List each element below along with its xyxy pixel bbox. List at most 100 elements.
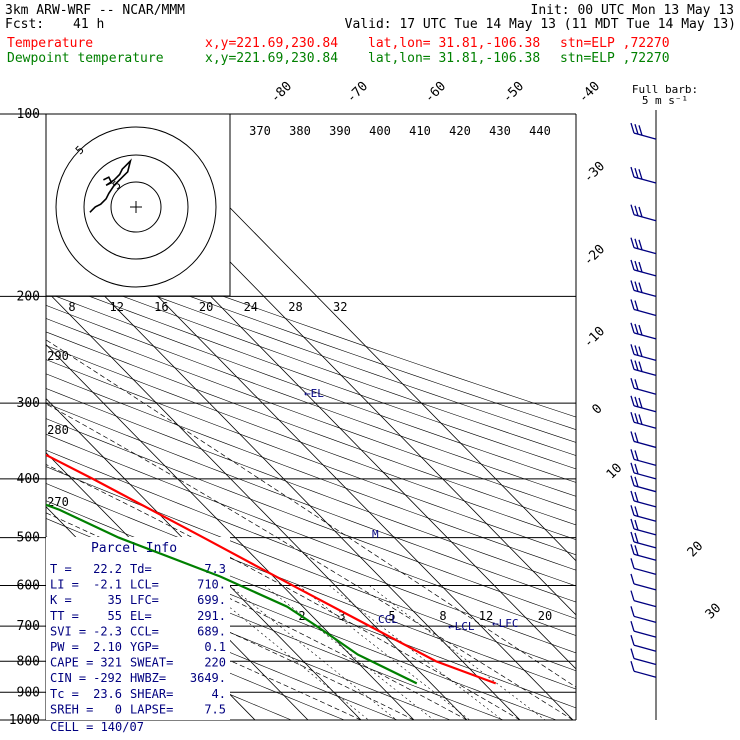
theta-e-label: 410	[409, 124, 431, 138]
dry-adiabat	[46, 594, 345, 720]
dry-adiabat	[46, 345, 576, 541]
wind-barb-staff	[633, 670, 657, 678]
isotherm-label: 0	[589, 401, 605, 417]
parcel-row-label2: LAPSE=	[130, 702, 173, 716]
legend-temperature-latlon: lat,lon= 31.81,-106.38	[368, 36, 541, 51]
wind-barb	[630, 280, 657, 298]
wind-barb-flag	[630, 462, 635, 474]
wind-barb	[630, 449, 657, 466]
temperature-profile	[46, 453, 497, 685]
parcel-row-value2: 4.	[212, 687, 226, 701]
parcel-row-label2: SHEAR=	[130, 687, 173, 701]
wind-barb-flag	[630, 518, 635, 530]
wind-barb-flag	[630, 166, 635, 178]
theta-e-label: 440	[529, 124, 551, 138]
wind-barb-flag	[630, 635, 635, 646]
wind-barb	[630, 122, 657, 140]
legend-temperature-name: Temperature	[7, 36, 94, 51]
dry-adiabat	[46, 466, 576, 672]
dry-adiabat	[46, 418, 576, 619]
wind-barb	[630, 344, 657, 361]
mixing-ratio-label: 5	[388, 609, 395, 623]
hodograph-speed-tick: 28	[288, 300, 302, 314]
wind-barb	[630, 573, 657, 591]
level-marker-lfc: ←LFC	[492, 617, 519, 630]
wind-barb-flag	[630, 558, 635, 569]
legend-dewpoint-latlon: lat,lon= 31.81,-106.38	[368, 51, 541, 66]
isotherm-label: -30	[581, 159, 608, 186]
forecast-label: Fcst:	[5, 17, 45, 32]
wind-barb-flag	[630, 531, 635, 543]
parcel-row-label: K =	[50, 593, 72, 607]
parcel-row-label2: SWEAT=	[130, 656, 173, 670]
isotherm-line	[46, 397, 362, 720]
wind-barb	[630, 395, 657, 413]
wind-barb-flag	[630, 122, 635, 134]
wind-barb	[630, 359, 657, 377]
pressure-label: 600	[17, 579, 40, 594]
parcel-row-value: 55	[108, 609, 122, 623]
mixing-ratio-label: 20	[538, 609, 552, 623]
theta-label: 270	[47, 495, 69, 509]
wind-barb-flag	[634, 519, 639, 531]
wind-barb-flag	[630, 359, 635, 370]
parcel-row-value: 321	[100, 656, 122, 670]
wind-barb-flag	[630, 280, 635, 291]
wind-barb-flag	[638, 169, 643, 180]
parcel-row-label2: EL=	[130, 609, 152, 623]
isotherm-line	[137, 114, 576, 562]
parcel-row-label: LI =	[50, 578, 79, 592]
isotherm-line	[46, 343, 415, 720]
parcel-row-label: TT =	[50, 609, 79, 623]
init-time: Init: 00 UTC Mon 13 May 13	[530, 3, 735, 18]
wind-barb-flag	[634, 432, 639, 443]
wind-barb-flag	[638, 282, 643, 293]
wind-barb-flag	[630, 322, 635, 334]
parcel-cell: CELL = 140/07	[50, 720, 144, 734]
isotherm-label: 10	[604, 461, 626, 483]
wind-barb-flag	[630, 237, 635, 248]
wind-barb-flag	[630, 661, 635, 672]
theta-e-label: 390	[329, 124, 351, 138]
parcel-row-label: PW =	[50, 640, 79, 654]
mixing-ratio-label: 3	[338, 609, 345, 623]
isotherm-label: -70	[344, 79, 371, 106]
dry-adiabat	[46, 254, 576, 443]
legend-dewpoint-xy: x,y=221.69,230.84	[205, 51, 339, 66]
wind-barb-flag	[634, 506, 639, 517]
isotherm-label: -80	[268, 79, 295, 106]
wind-barb	[630, 462, 657, 480]
wind-barb-flag	[630, 648, 635, 659]
forecast-hour: 41 h	[73, 17, 105, 32]
level-marker-ccl: CCL	[378, 613, 398, 626]
barb-key-line2: 5 m s⁻¹	[642, 94, 688, 107]
wind-barb-flag	[630, 475, 635, 486]
hodograph-trace	[89, 158, 132, 213]
parcel-row-value2: 3649.	[190, 671, 226, 685]
wind-barb	[630, 505, 657, 522]
pressure-label: 1000	[9, 713, 40, 728]
isotherm-label: -40	[576, 79, 603, 106]
model-title: 3km ARW-WRF -- NCAR/MMM	[5, 3, 186, 18]
parcel-row-label: Tc =	[50, 687, 79, 701]
parcel-row-label2: HWBZ=	[130, 671, 166, 685]
wind-barb	[630, 322, 657, 340]
wind-barb-flag	[634, 413, 639, 424]
pressure-label: 700	[17, 619, 40, 634]
hodograph-speed-tick: 20	[199, 300, 213, 314]
pressure-label: 900	[17, 685, 40, 700]
hodograph-ring	[83, 154, 189, 260]
wind-barb-flag	[638, 125, 643, 136]
wind-barb-flag	[630, 606, 635, 617]
hodograph-speed-tick: 24	[244, 300, 258, 314]
pressure-label: 200	[17, 289, 40, 304]
parcel-row-label2: YGP=	[130, 640, 159, 654]
parcel-row-value2: 7.5	[204, 702, 226, 716]
wind-barb-flag	[630, 344, 635, 355]
wind-barb-flag	[634, 281, 639, 292]
wind-barb-staff	[633, 644, 657, 652]
parcel-row-value: 2.10	[93, 640, 122, 654]
wind-barb	[630, 648, 657, 666]
parcel-row-value2: 220	[204, 656, 226, 670]
wind-barb-flag	[634, 205, 639, 216]
